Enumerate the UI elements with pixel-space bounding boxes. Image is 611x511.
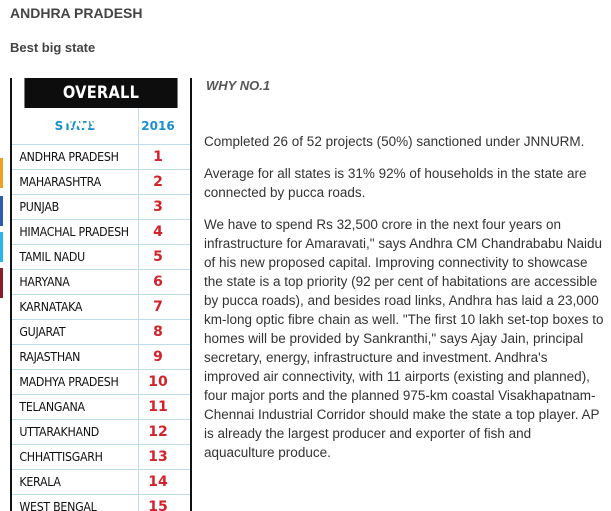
table-row: KARNATAKA 7 (12, 294, 190, 320)
row-state-name: KARNATAKA (19, 300, 83, 314)
table-row: RAJASTHAN 9 (12, 344, 190, 370)
row-rank-number: 15 (138, 494, 177, 511)
edge-tab-cyan[interactable] (0, 232, 3, 262)
article-paragraph: We have to spend Rs 32,500 crore in the … (204, 217, 604, 460)
row-state-name: KERALA (19, 475, 61, 489)
row-state-name: WEST BENGAL (19, 500, 97, 511)
table-row: ANDHRA PRADESH 1 (12, 144, 190, 170)
table-row: UTTARAKHAND 12 (12, 419, 190, 445)
edge-tab-orange[interactable] (0, 158, 3, 188)
row-rank-number: 11 (138, 394, 177, 420)
row-rank-number: 10 (138, 369, 177, 395)
row-state-name: HARYANA (19, 275, 70, 289)
overall-ranking-table: OVERALL RANKING STATE 2016 ANDHRA PRADES… (10, 78, 192, 511)
table-row: KERALA 14 (12, 469, 190, 495)
page-title: ANDHRA PRADESH (10, 5, 143, 21)
row-state-name: MAHARASHTRA (19, 175, 101, 189)
table-row: TELANGANA 11 (12, 394, 190, 420)
article-paragraph: Completed 26 of 52 projects (50%) sancti… (204, 134, 585, 149)
row-rank-number: 8 (138, 319, 177, 345)
row-rank-number: 4 (138, 219, 177, 245)
table-row: WEST BENGAL 15 (12, 494, 190, 511)
ranking-column-headers: STATE 2016 (12, 108, 190, 145)
row-rank-number: 9 (138, 344, 177, 370)
article-body: Completed 26 of 52 projects (50%) sancti… (204, 132, 604, 475)
table-row: MADHYA PRADESH 10 (12, 369, 190, 395)
table-row: TAMIL NADU 5 (12, 244, 190, 270)
row-state-name: MADHYA PRADESH (19, 375, 119, 389)
table-row: HIMACHAL PRADESH 4 (12, 219, 190, 245)
row-state-name: TELANGANA (19, 400, 85, 414)
row-state-name: RAJASTHAN (19, 350, 81, 364)
article-paragraph: Average for all states is 31% 92% of hou… (204, 166, 587, 200)
column-header-year: 2016 (138, 108, 177, 144)
row-state-name: PUNJAB (19, 200, 59, 214)
column-header-state: STATE (12, 119, 138, 133)
table-row: PUNJAB 3 (12, 194, 190, 220)
row-state-name: TAMIL NADU (19, 250, 85, 264)
row-rank-number: 12 (138, 419, 177, 445)
table-row: CHHATTISGARH 13 (12, 444, 190, 470)
row-rank-number: 7 (138, 294, 177, 320)
table-row: MAHARASHTRA 2 (12, 169, 190, 195)
row-rank-number: 5 (138, 244, 177, 270)
why-heading: WHY NO.1 (206, 78, 271, 93)
table-row: HARYANA 6 (12, 269, 190, 295)
row-state-name: ANDHRA PRADESH (19, 150, 119, 164)
row-state-name: UTTARAKHAND (19, 425, 100, 439)
row-rank-number: 6 (138, 269, 177, 295)
row-rank-number: 14 (138, 469, 177, 495)
edge-tab-blue[interactable] (0, 196, 3, 226)
row-state-name: GUJARAT (19, 325, 66, 339)
row-state-name: CHHATTISGARH (19, 450, 103, 464)
row-rank-number: 1 (138, 144, 177, 170)
row-rank-number: 13 (138, 444, 177, 470)
edge-tab-maroon[interactable] (0, 268, 3, 298)
ranking-title: OVERALL RANKING (24, 78, 178, 133)
row-rank-number: 2 (138, 169, 177, 195)
table-row: GUJARAT 8 (12, 319, 190, 345)
row-rank-number: 3 (138, 194, 177, 220)
row-state-name: HIMACHAL PRADESH (19, 225, 129, 239)
page-subtitle: Best big state (10, 40, 96, 55)
ranking-rows: ANDHRA PRADESH 1 MAHARASHTRA 2 PUNJAB 3 HIMACH… (12, 144, 190, 511)
